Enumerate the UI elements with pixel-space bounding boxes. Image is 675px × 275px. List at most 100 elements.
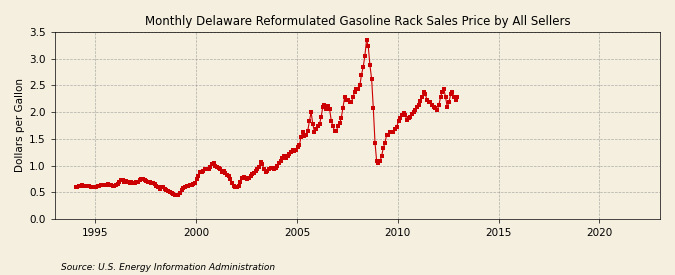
Point xyxy=(138,177,148,182)
Point xyxy=(76,184,86,188)
Point xyxy=(186,183,197,187)
Point xyxy=(132,179,143,184)
Point xyxy=(402,117,412,122)
Point xyxy=(290,147,301,152)
Point xyxy=(102,182,113,186)
Point xyxy=(289,148,300,153)
Point xyxy=(228,184,239,188)
Point xyxy=(151,184,162,188)
Point xyxy=(142,179,153,184)
Point xyxy=(87,185,98,190)
Point xyxy=(271,166,281,170)
Point xyxy=(446,92,456,97)
Point xyxy=(188,182,199,186)
Point xyxy=(423,100,434,105)
Point xyxy=(360,54,371,58)
Point xyxy=(329,129,340,134)
Point xyxy=(354,83,365,87)
Point xyxy=(148,181,159,185)
Point xyxy=(82,184,93,188)
Point xyxy=(269,167,279,171)
Point xyxy=(124,180,135,185)
Point xyxy=(234,184,244,188)
Point xyxy=(277,156,288,160)
Point xyxy=(190,180,200,185)
Point xyxy=(163,189,173,193)
Point xyxy=(422,98,433,102)
Point xyxy=(398,111,409,115)
Point xyxy=(80,184,91,189)
Point xyxy=(174,191,185,196)
Point xyxy=(95,183,106,188)
Point xyxy=(264,167,275,171)
Point xyxy=(437,90,448,94)
Point xyxy=(153,185,163,190)
Point xyxy=(225,177,236,181)
Point xyxy=(432,108,443,113)
Point xyxy=(368,106,379,110)
Point xyxy=(309,130,320,134)
Point xyxy=(180,185,190,189)
Point xyxy=(333,124,344,128)
Point xyxy=(306,110,317,114)
Point xyxy=(383,132,394,137)
Point xyxy=(435,95,446,99)
Point xyxy=(97,183,108,187)
Point xyxy=(367,77,377,81)
Point xyxy=(181,184,192,189)
Point xyxy=(223,174,234,178)
Point xyxy=(442,104,453,109)
Point xyxy=(230,185,241,190)
Point xyxy=(323,103,333,108)
Point xyxy=(300,132,311,137)
Point xyxy=(86,185,97,189)
Point xyxy=(240,176,251,181)
Point xyxy=(262,169,273,173)
Point xyxy=(237,176,248,181)
Point xyxy=(208,161,219,165)
Point xyxy=(296,135,306,139)
Point xyxy=(350,90,360,94)
Point xyxy=(433,103,444,107)
Point xyxy=(282,154,293,159)
Point xyxy=(70,185,81,190)
Point xyxy=(90,185,101,189)
Point xyxy=(220,171,231,175)
Point xyxy=(255,160,266,164)
Point xyxy=(252,167,263,171)
Point xyxy=(146,180,157,185)
Point xyxy=(101,183,111,187)
Point xyxy=(344,100,355,104)
Point xyxy=(129,181,140,185)
Point xyxy=(169,193,180,198)
Point xyxy=(302,129,313,134)
Point xyxy=(430,106,441,110)
Point xyxy=(144,180,155,184)
Point xyxy=(396,113,407,117)
Point xyxy=(136,177,146,182)
Point xyxy=(338,106,348,110)
Point xyxy=(115,178,126,183)
Point xyxy=(139,178,150,183)
Point xyxy=(376,154,387,158)
Point xyxy=(99,183,109,188)
Point xyxy=(317,104,328,109)
Point xyxy=(173,193,184,198)
Point xyxy=(159,187,170,191)
Point xyxy=(395,116,406,120)
Point xyxy=(192,177,202,182)
Point xyxy=(294,143,305,147)
Point xyxy=(370,140,381,145)
Point xyxy=(326,119,337,123)
Point xyxy=(373,161,384,166)
Point xyxy=(272,164,283,168)
Point xyxy=(257,162,268,167)
Point xyxy=(166,191,177,196)
Point xyxy=(104,183,115,187)
Point xyxy=(79,184,90,189)
Point xyxy=(183,184,194,188)
Point xyxy=(235,179,246,184)
Point xyxy=(439,87,450,91)
Point xyxy=(158,185,169,190)
Y-axis label: Dollars per Gallon: Dollars per Gallon xyxy=(15,78,25,172)
